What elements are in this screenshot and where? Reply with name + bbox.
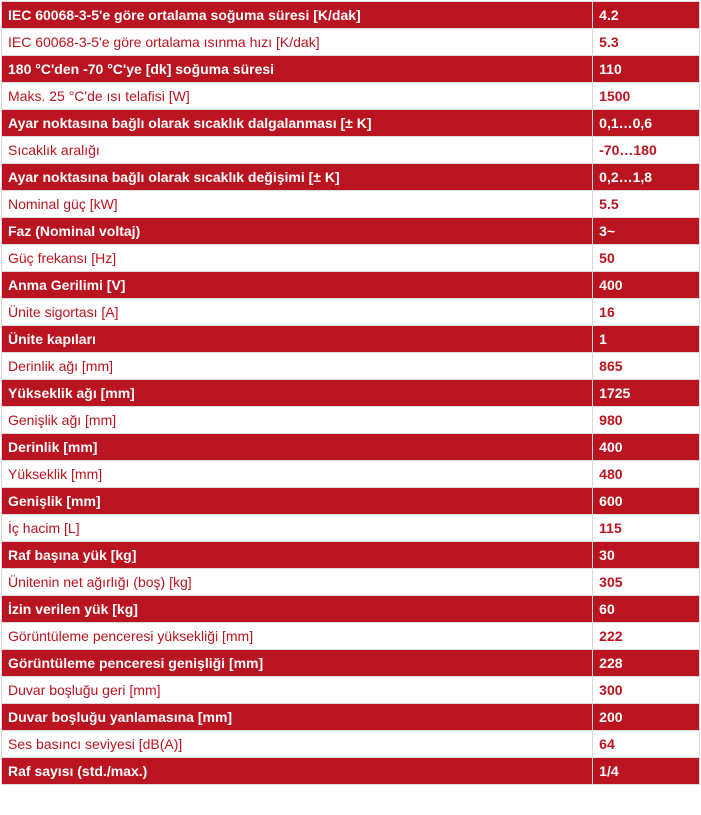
spec-value: 200	[592, 703, 700, 731]
table-row: Ayar noktasına bağlı olarak sıcaklık değ…	[0, 163, 700, 191]
spec-label: Yükseklik ağı [mm]	[0, 379, 594, 407]
spec-label: Görüntüleme penceresi genişliği [mm]	[0, 649, 594, 677]
spec-label: Derinlik ağı [mm]	[0, 352, 594, 380]
spec-label: Nominal güç [kW]	[0, 190, 594, 218]
spec-value: 400	[592, 433, 700, 461]
table-row: Ses basıncı seviyesi [dB(A)] 64	[0, 730, 700, 758]
spec-value: 980	[592, 406, 700, 434]
spec-value: 110	[592, 55, 700, 83]
table-row: Yükseklik ağı [mm] 1725	[0, 379, 700, 407]
table-row: Faz (Nominal voltaj) 3~	[0, 217, 700, 245]
spec-value: 222	[592, 622, 700, 650]
spec-value: 305	[592, 568, 700, 596]
spec-value: 1/4	[592, 757, 700, 785]
table-row: Sıcaklık aralığı -70…180	[0, 136, 700, 164]
table-row: Görüntüleme penceresi genişliği [mm] 228	[0, 649, 700, 677]
spec-value: 3~	[592, 217, 700, 245]
spec-label: Görüntüleme penceresi yüksekliği [mm]	[0, 622, 594, 650]
spec-value: 480	[592, 460, 700, 488]
table-row: Raf başına yük [kg] 30	[0, 541, 700, 569]
table-row: Ünite sigortası [A] 16	[0, 298, 700, 326]
table-row: IEC 60068-3-5'e göre ortalama soğuma sür…	[0, 1, 700, 29]
table-row: Ünite kapıları 1	[0, 325, 700, 353]
spec-value: 0,1…0,6	[592, 109, 700, 137]
spec-label: Ses basıncı seviyesi [dB(A)]	[0, 730, 594, 758]
table-row: Ünitenin net ağırlığı (boş) [kg] 305	[0, 568, 700, 596]
spec-value: 30	[592, 541, 700, 569]
spec-label: Raf başına yük [kg]	[0, 541, 594, 569]
spec-value: 5.5	[592, 190, 700, 218]
table-row: Ayar noktasına bağlı olarak sıcaklık dal…	[0, 109, 700, 137]
table-row: IEC 60068-3-5'e göre ortalama ısınma hız…	[0, 28, 700, 56]
table-row: İç hacim [L] 115	[0, 514, 700, 542]
spec-value: 1725	[592, 379, 700, 407]
spec-label: Ünite kapıları	[0, 325, 594, 353]
spec-label: İç hacim [L]	[0, 514, 594, 542]
table-row: Anma Gerilimi [V] 400	[0, 271, 700, 299]
spec-value: 300	[592, 676, 700, 704]
spec-label: Faz (Nominal voltaj)	[0, 217, 594, 245]
spec-table-body: IEC 60068-3-5'e göre ortalama soğuma sür…	[0, 1, 700, 785]
spec-value: 115	[592, 514, 700, 542]
table-row: Duvar boşluğu geri [mm] 300	[0, 676, 700, 704]
spec-value: 4.2	[592, 1, 700, 29]
table-row: İzin verilen yük [kg] 60	[0, 595, 700, 623]
spec-label: IEC 60068-3-5'e göre ortalama ısınma hız…	[0, 28, 594, 56]
spec-value: 50	[592, 244, 700, 272]
spec-value: 865	[592, 352, 700, 380]
spec-value: 600	[592, 487, 700, 515]
table-row: Derinlik ağı [mm] 865	[0, 352, 700, 380]
table-row: Duvar boşluğu yanlamasına [mm] 200	[0, 703, 700, 731]
spec-label: Maks. 25 °C'de ısı telafisi [W]	[0, 82, 594, 110]
spec-value: 64	[592, 730, 700, 758]
spec-label: Yükseklik [mm]	[0, 460, 594, 488]
spec-label: Genişlik ağı [mm]	[0, 406, 594, 434]
spec-value: 5.3	[592, 28, 700, 56]
spec-label: Derinlik [mm]	[0, 433, 594, 461]
spec-label: Ünitenin net ağırlığı (boş) [kg]	[0, 568, 594, 596]
spec-label: İzin verilen yük [kg]	[0, 595, 594, 623]
spec-value: 1500	[592, 82, 700, 110]
spec-value: 16	[592, 298, 700, 326]
table-row: Genişlik [mm] 600	[0, 487, 700, 515]
table-row: Nominal güç [kW] 5.5	[0, 190, 700, 218]
spec-label: Duvar boşluğu yanlamasına [mm]	[0, 703, 594, 731]
table-row: Güç frekansı [Hz] 50	[0, 244, 700, 272]
spec-label: Ünite sigortası [A]	[0, 298, 594, 326]
spec-value: 228	[592, 649, 700, 677]
table-row: Yükseklik [mm] 480	[0, 460, 700, 488]
spec-value: 60	[592, 595, 700, 623]
table-row: Raf sayısı (std./max.) 1/4	[0, 757, 700, 785]
spec-label: Ayar noktasına bağlı olarak sıcaklık değ…	[0, 163, 594, 191]
spec-value: 1	[592, 325, 700, 353]
table-row: Görüntüleme penceresi yüksekliği [mm] 222	[0, 622, 700, 650]
spec-label: Genişlik [mm]	[0, 487, 594, 515]
table-row: Maks. 25 °C'de ısı telafisi [W] 1500	[0, 82, 700, 110]
spec-value: -70…180	[592, 136, 700, 164]
spec-label: Anma Gerilimi [V]	[0, 271, 594, 299]
spec-label: Güç frekansı [Hz]	[0, 244, 594, 272]
spec-label: IEC 60068-3-5'e göre ortalama soğuma sür…	[0, 1, 594, 29]
spec-value: 400	[592, 271, 700, 299]
spec-label: 180 °C'den -70 °C'ye [dk] soğuma süresi	[0, 55, 594, 83]
spec-label: Raf sayısı (std./max.)	[0, 757, 594, 785]
table-row: 180 °C'den -70 °C'ye [dk] soğuma süresi 1…	[0, 55, 700, 83]
spec-label: Ayar noktasına bağlı olarak sıcaklık dal…	[0, 109, 594, 137]
table-row: Derinlik [mm] 400	[0, 433, 700, 461]
spec-table: IEC 60068-3-5'e göre ortalama soğuma sür…	[0, 1, 700, 785]
spec-value: 0,2…1,8	[592, 163, 700, 191]
spec-label: Duvar boşluğu geri [mm]	[0, 676, 594, 704]
table-row: Genişlik ağı [mm] 980	[0, 406, 700, 434]
spec-label: Sıcaklık aralığı	[0, 136, 594, 164]
